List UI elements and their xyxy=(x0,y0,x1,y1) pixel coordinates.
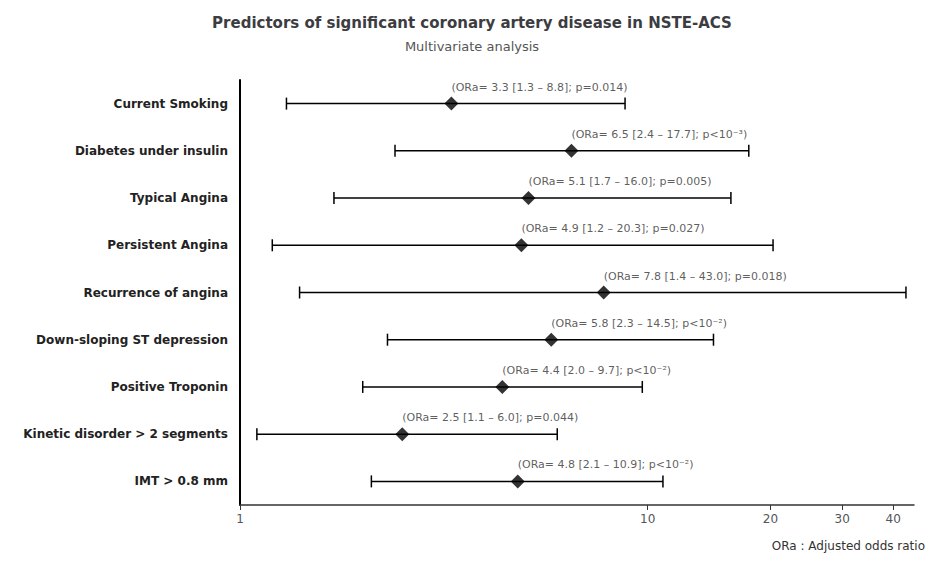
svg-text:Current Smoking: Current Smoking xyxy=(114,97,228,111)
svg-text:ORa : Adjusted odds ratio: ORa : Adjusted odds ratio xyxy=(772,539,925,553)
svg-text:Diabetes under insulin: Diabetes under insulin xyxy=(75,144,228,158)
svg-text:Positive Troponin: Positive Troponin xyxy=(111,380,228,394)
svg-text:Kinetic disorder > 2 segments: Kinetic disorder > 2 segments xyxy=(23,427,228,441)
svg-text:IMT > 0.8 mm: IMT > 0.8 mm xyxy=(135,474,228,488)
svg-text:(ORa= 6.5 [2.4 – 17.7]; p<10⁻³: (ORa= 6.5 [2.4 – 17.7]; p<10⁻³) xyxy=(571,128,747,141)
svg-text:(ORa= 4.9 [1.2 – 20.3]; p=0.02: (ORa= 4.9 [1.2 – 20.3]; p=0.027) xyxy=(521,222,704,235)
svg-text:Typical Angina: Typical Angina xyxy=(130,191,228,205)
svg-text:(ORa= 4.8 [2.1 – 10.9]; p<10⁻²: (ORa= 4.8 [2.1 – 10.9]; p<10⁻²) xyxy=(518,458,694,471)
svg-text:40: 40 xyxy=(886,512,901,526)
svg-text:(ORa= 7.8 [1.4 – 43.0]; p=0.01: (ORa= 7.8 [1.4 – 43.0]; p=0.018) xyxy=(604,270,787,283)
svg-text:(ORa= 5.1 [1.7 – 16.0]; p=0.00: (ORa= 5.1 [1.7 – 16.0]; p=0.005) xyxy=(528,175,711,188)
svg-text:Down-sloping ST depression: Down-sloping ST depression xyxy=(36,333,228,347)
svg-text:(ORa= 2.5 [1.1 – 6.0]; p=0.044: (ORa= 2.5 [1.1 – 6.0]; p=0.044) xyxy=(402,411,578,424)
svg-text:(ORa= 3.3 [1.3 – 8.8]; p=0.014: (ORa= 3.3 [1.3 – 8.8]; p=0.014) xyxy=(451,81,627,94)
svg-text:Persistent Angina: Persistent Angina xyxy=(107,238,228,252)
svg-text:1: 1 xyxy=(236,512,244,526)
svg-text:30: 30 xyxy=(835,512,850,526)
svg-text:(ORa= 5.8 [2.3 – 14.5]; p<10⁻²: (ORa= 5.8 [2.3 – 14.5]; p<10⁻²) xyxy=(551,317,727,330)
svg-text:(ORa= 4.4 [2.0 – 9.7]; p<10⁻²): (ORa= 4.4 [2.0 – 9.7]; p<10⁻²) xyxy=(502,364,671,377)
svg-text:Predictors of significant coro: Predictors of significant coronary arter… xyxy=(212,14,732,32)
svg-text:Recurrence of angina: Recurrence of angina xyxy=(83,286,228,300)
svg-text:Multivariate analysis: Multivariate analysis xyxy=(405,39,539,54)
svg-text:20: 20 xyxy=(763,512,778,526)
svg-text:10: 10 xyxy=(640,512,655,526)
